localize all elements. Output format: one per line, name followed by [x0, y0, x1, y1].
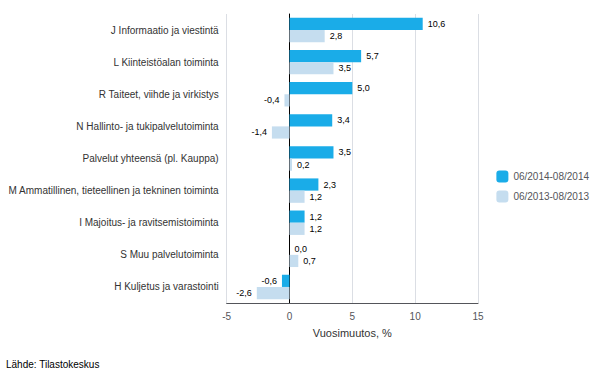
- svg-text:3,4: 3,4: [337, 115, 350, 125]
- svg-text:R Taiteet, viihde ja virkistys: R Taiteet, viihde ja virkistys: [99, 89, 219, 100]
- svg-text:-0,6: -0,6: [261, 276, 277, 286]
- svg-text:5,7: 5,7: [366, 51, 379, 61]
- svg-text:0: 0: [287, 311, 293, 322]
- svg-text:15: 15: [472, 311, 484, 322]
- svg-text:-1,4: -1,4: [251, 127, 267, 137]
- svg-text:1,2: 1,2: [310, 224, 323, 234]
- svg-text:-2,6: -2,6: [236, 288, 252, 298]
- svg-text:5,0: 5,0: [357, 83, 370, 93]
- svg-text:1,2: 1,2: [310, 212, 323, 222]
- svg-text:5: 5: [350, 311, 356, 322]
- svg-text:0,0: 0,0: [294, 244, 307, 254]
- svg-text:0,2: 0,2: [297, 160, 310, 170]
- svg-text:I Majoitus- ja ravitsemistoimi: I Majoitus- ja ravitsemistoiminta: [79, 217, 219, 228]
- svg-text:1,2: 1,2: [310, 192, 323, 202]
- svg-text:3,5: 3,5: [338, 147, 351, 157]
- svg-text:3,5: 3,5: [338, 63, 351, 73]
- svg-text:Vuosimuutos, %: Vuosimuutos, %: [313, 327, 392, 339]
- svg-text:10,6: 10,6: [428, 19, 446, 29]
- svg-text:H Kuljetus ja varastointi: H Kuljetus ja varastointi: [114, 281, 219, 292]
- svg-text:J Informaatio ja viestintä: J Informaatio ja viestintä: [111, 25, 219, 36]
- svg-text:2,3: 2,3: [323, 180, 336, 190]
- svg-text:S Muu palvelutoiminta: S Muu palvelutoiminta: [120, 249, 219, 260]
- svg-text:Lähde: Tilastokeskus: Lähde: Tilastokeskus: [6, 359, 99, 370]
- svg-text:2,8: 2,8: [330, 31, 343, 41]
- svg-text:0,7: 0,7: [303, 256, 316, 266]
- svg-text:M Ammatillinen, tieteellinen j: M Ammatillinen, tieteellinen ja tekninen…: [9, 185, 220, 196]
- svg-text:-0,4: -0,4: [264, 95, 280, 105]
- svg-text:06/2014-08/2014: 06/2014-08/2014: [513, 171, 589, 182]
- svg-text:06/2013-08/2013: 06/2013-08/2013: [513, 191, 589, 202]
- svg-text:N Hallinto- ja tukipalvelutoim: N Hallinto- ja tukipalvelutoiminta: [76, 121, 219, 132]
- svg-text:L Kiinteistöalan toiminta: L Kiinteistöalan toiminta: [113, 57, 219, 68]
- svg-text:Palvelut yhteensä (pl. Kauppa): Palvelut yhteensä (pl. Kauppa): [82, 153, 218, 164]
- svg-text:10: 10: [410, 311, 422, 322]
- svg-text:-5: -5: [222, 311, 231, 322]
